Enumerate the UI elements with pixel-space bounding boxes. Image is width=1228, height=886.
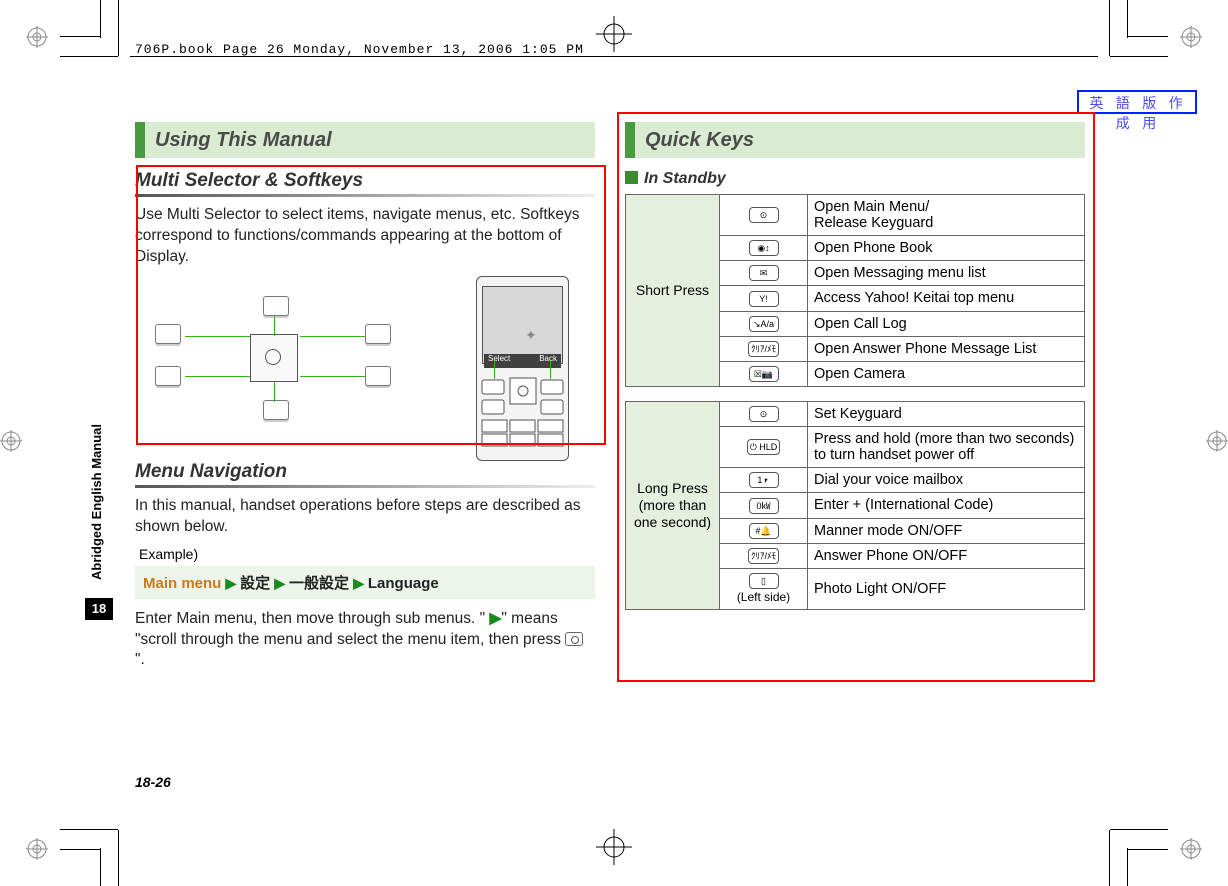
key-icon: ✉	[749, 265, 779, 281]
key-icon-cell: ↘A/a	[720, 311, 808, 336]
crop-target-bottom	[596, 829, 632, 870]
key-description: Dial your voice mailbox	[808, 468, 1085, 493]
arrow-icon: ▶	[226, 575, 241, 591]
key-icon: 1⎖	[749, 472, 779, 488]
key-icon: ▯	[749, 573, 779, 589]
multi-selector-body: Use Multi Selector to select items, navi…	[135, 205, 595, 268]
key-icon-cell: #🔔	[720, 518, 808, 543]
example-step2: 一般設定	[289, 575, 349, 592]
menu-nav-body: In this manual, handset operations befor…	[135, 496, 595, 538]
long-press-table: Long Press (more than one second) ⊙ Set Ke…	[625, 401, 1085, 610]
reg-mark-ml	[0, 430, 22, 452]
key-icon-cell: Y!	[720, 286, 808, 311]
page-area: Abridged English Manual 18 18-26 Using T…	[95, 110, 1105, 790]
example-step3: Language	[368, 575, 439, 592]
subheader-multi-selector: Multi Selector & Softkeys	[135, 170, 595, 192]
key-icon-cell: ✉	[720, 261, 808, 286]
key-description: Open Messaging menu list	[808, 261, 1085, 286]
dpad-center	[250, 334, 298, 382]
key-icon: ↘A/a	[749, 316, 779, 332]
reg-mark-br	[1180, 838, 1202, 860]
key-icon: ｸﾘｱ/ﾒﾓ	[748, 341, 779, 357]
star-icon: ✦	[525, 327, 537, 344]
arrow-icon: ▶	[489, 610, 501, 627]
short-press-header: Short Press	[626, 195, 720, 387]
key-icon: ☒📷	[749, 366, 779, 382]
reg-mark-bl	[26, 838, 48, 860]
key-icon: ⊙	[749, 207, 779, 223]
menu-nav-tail: Enter Main menu, then move through sub m…	[135, 609, 595, 672]
example-step1: 設定	[240, 575, 270, 592]
reg-mark-mr	[1206, 430, 1228, 452]
center-button-icon	[565, 632, 583, 646]
short-press-table: Short Press ⊙ Open Main Menu/Release Keygu…	[625, 194, 1085, 387]
arrow-icon: ▶	[353, 575, 368, 591]
key-description: Open Phone Book	[808, 236, 1085, 261]
left-side-note: (Left side)	[737, 590, 790, 604]
key-icon-cell: ◉↕	[720, 236, 808, 261]
nav-example: Main menu ▶ 設定 ▶ 一般設定 ▶ Language	[135, 566, 595, 599]
key-description: Photo Light ON/OFF	[808, 568, 1085, 609]
key-description: Answer Phone ON/OFF	[808, 543, 1085, 568]
key-icon-cell: ⊙	[720, 402, 808, 427]
example-label: Example)	[139, 546, 595, 562]
key-description: Manner mode ON/OFF	[808, 518, 1085, 543]
key-description: Open Camera	[808, 361, 1085, 386]
softkey-right-label: Back	[539, 354, 557, 368]
side-tab-chapter: 18	[85, 598, 113, 620]
key-description: Open Main Menu/Release Keyguard	[808, 195, 1085, 236]
key-icon-cell: ▯(Left side)	[720, 568, 808, 609]
key-icon-cell: ｸﾘｱ/ﾒﾓ	[720, 336, 808, 361]
subheader-menu-navigation: Menu Navigation	[135, 461, 595, 483]
crop-target-top	[596, 16, 632, 57]
example-main-menu: Main menu	[143, 575, 221, 592]
sub-rule-1	[135, 194, 595, 197]
side-tab: Abridged English Manual 18	[89, 380, 109, 670]
key-icon-cell: ⏻ HLD	[720, 427, 808, 468]
softkey-left-label: Select	[488, 354, 510, 368]
key-icon-cell: ☒📷	[720, 361, 808, 386]
key-description: Access Yahoo! Keitai top menu	[808, 286, 1085, 311]
key-description: Enter + (International Code)	[808, 493, 1085, 518]
reg-mark-tl	[26, 26, 48, 48]
section-quick-keys: Quick Keys	[625, 122, 1085, 158]
side-tab-label: Abridged English Manual	[89, 380, 104, 580]
key-icon-cell: 0㎾	[720, 493, 808, 518]
key-description: Open Answer Phone Message List	[808, 336, 1085, 361]
table-row: Long Press (more than one second)⊙Set Ke…	[626, 402, 1085, 427]
framemaker-header: 706P.book Page 26 Monday, November 13, 2…	[135, 42, 584, 57]
arrow-icon: ▶	[274, 575, 289, 591]
key-icon-cell: ｸﾘｱ/ﾒﾓ	[720, 543, 808, 568]
subheader-in-standby: In Standby	[625, 170, 1085, 188]
key-icon-cell: 1⎖	[720, 468, 808, 493]
key-icon: ◉↕	[749, 240, 779, 256]
section-using-this-manual: Using This Manual	[135, 122, 595, 158]
dpad-diagram	[155, 296, 385, 426]
key-icon-cell: ⊙	[720, 195, 808, 236]
key-icon: ｸﾘｱ/ﾒﾓ	[748, 548, 779, 564]
key-description: Open Call Log	[808, 311, 1085, 336]
key-icon: 0㎾	[749, 498, 779, 514]
phone-illustration: ✦ Select Back	[470, 276, 575, 461]
right-column: Quick Keys In Standby Short Press ⊙ Open M…	[625, 122, 1085, 624]
table-row: Short Press⊙Open Main Menu/Release Keygu…	[626, 195, 1085, 236]
page-footer: 18-26	[135, 774, 171, 790]
key-icon: ⏻ HLD	[747, 439, 781, 455]
key-description: Press and hold (more than two seconds) t…	[808, 427, 1085, 468]
key-description: Set Keyguard	[808, 402, 1085, 427]
left-column: Using This Manual Multi Selector & Softk…	[135, 122, 595, 679]
sub-rule-2	[135, 485, 595, 488]
reg-mark-tr	[1180, 26, 1202, 48]
key-icon: Y!	[749, 291, 779, 307]
key-icon: #🔔	[749, 523, 779, 539]
long-press-header: Long Press (more than one second)	[626, 402, 720, 610]
key-icon: ⊙	[749, 406, 779, 422]
multi-selector-illustration: ✦ Select Back	[135, 276, 595, 451]
